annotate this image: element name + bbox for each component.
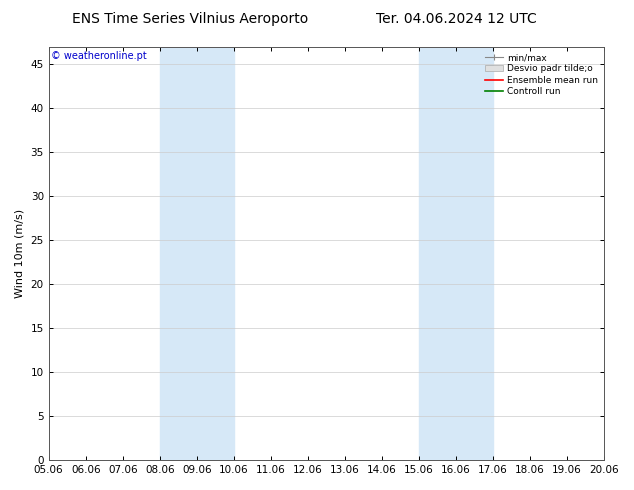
Bar [419, 47, 493, 460]
Text: © weatheronline.pt: © weatheronline.pt [51, 51, 147, 61]
Text: Ter. 04.06.2024 12 UTC: Ter. 04.06.2024 12 UTC [376, 12, 537, 26]
Legend: min/max, Desvio padr tilde;o, Ensemble mean run, Controll run: min/max, Desvio padr tilde;o, Ensemble m… [483, 51, 600, 98]
Bar [160, 47, 234, 460]
Text: ENS Time Series Vilnius Aeroporto: ENS Time Series Vilnius Aeroporto [72, 12, 308, 26]
Y-axis label: Wind 10m (m/s): Wind 10m (m/s) [15, 209, 25, 298]
